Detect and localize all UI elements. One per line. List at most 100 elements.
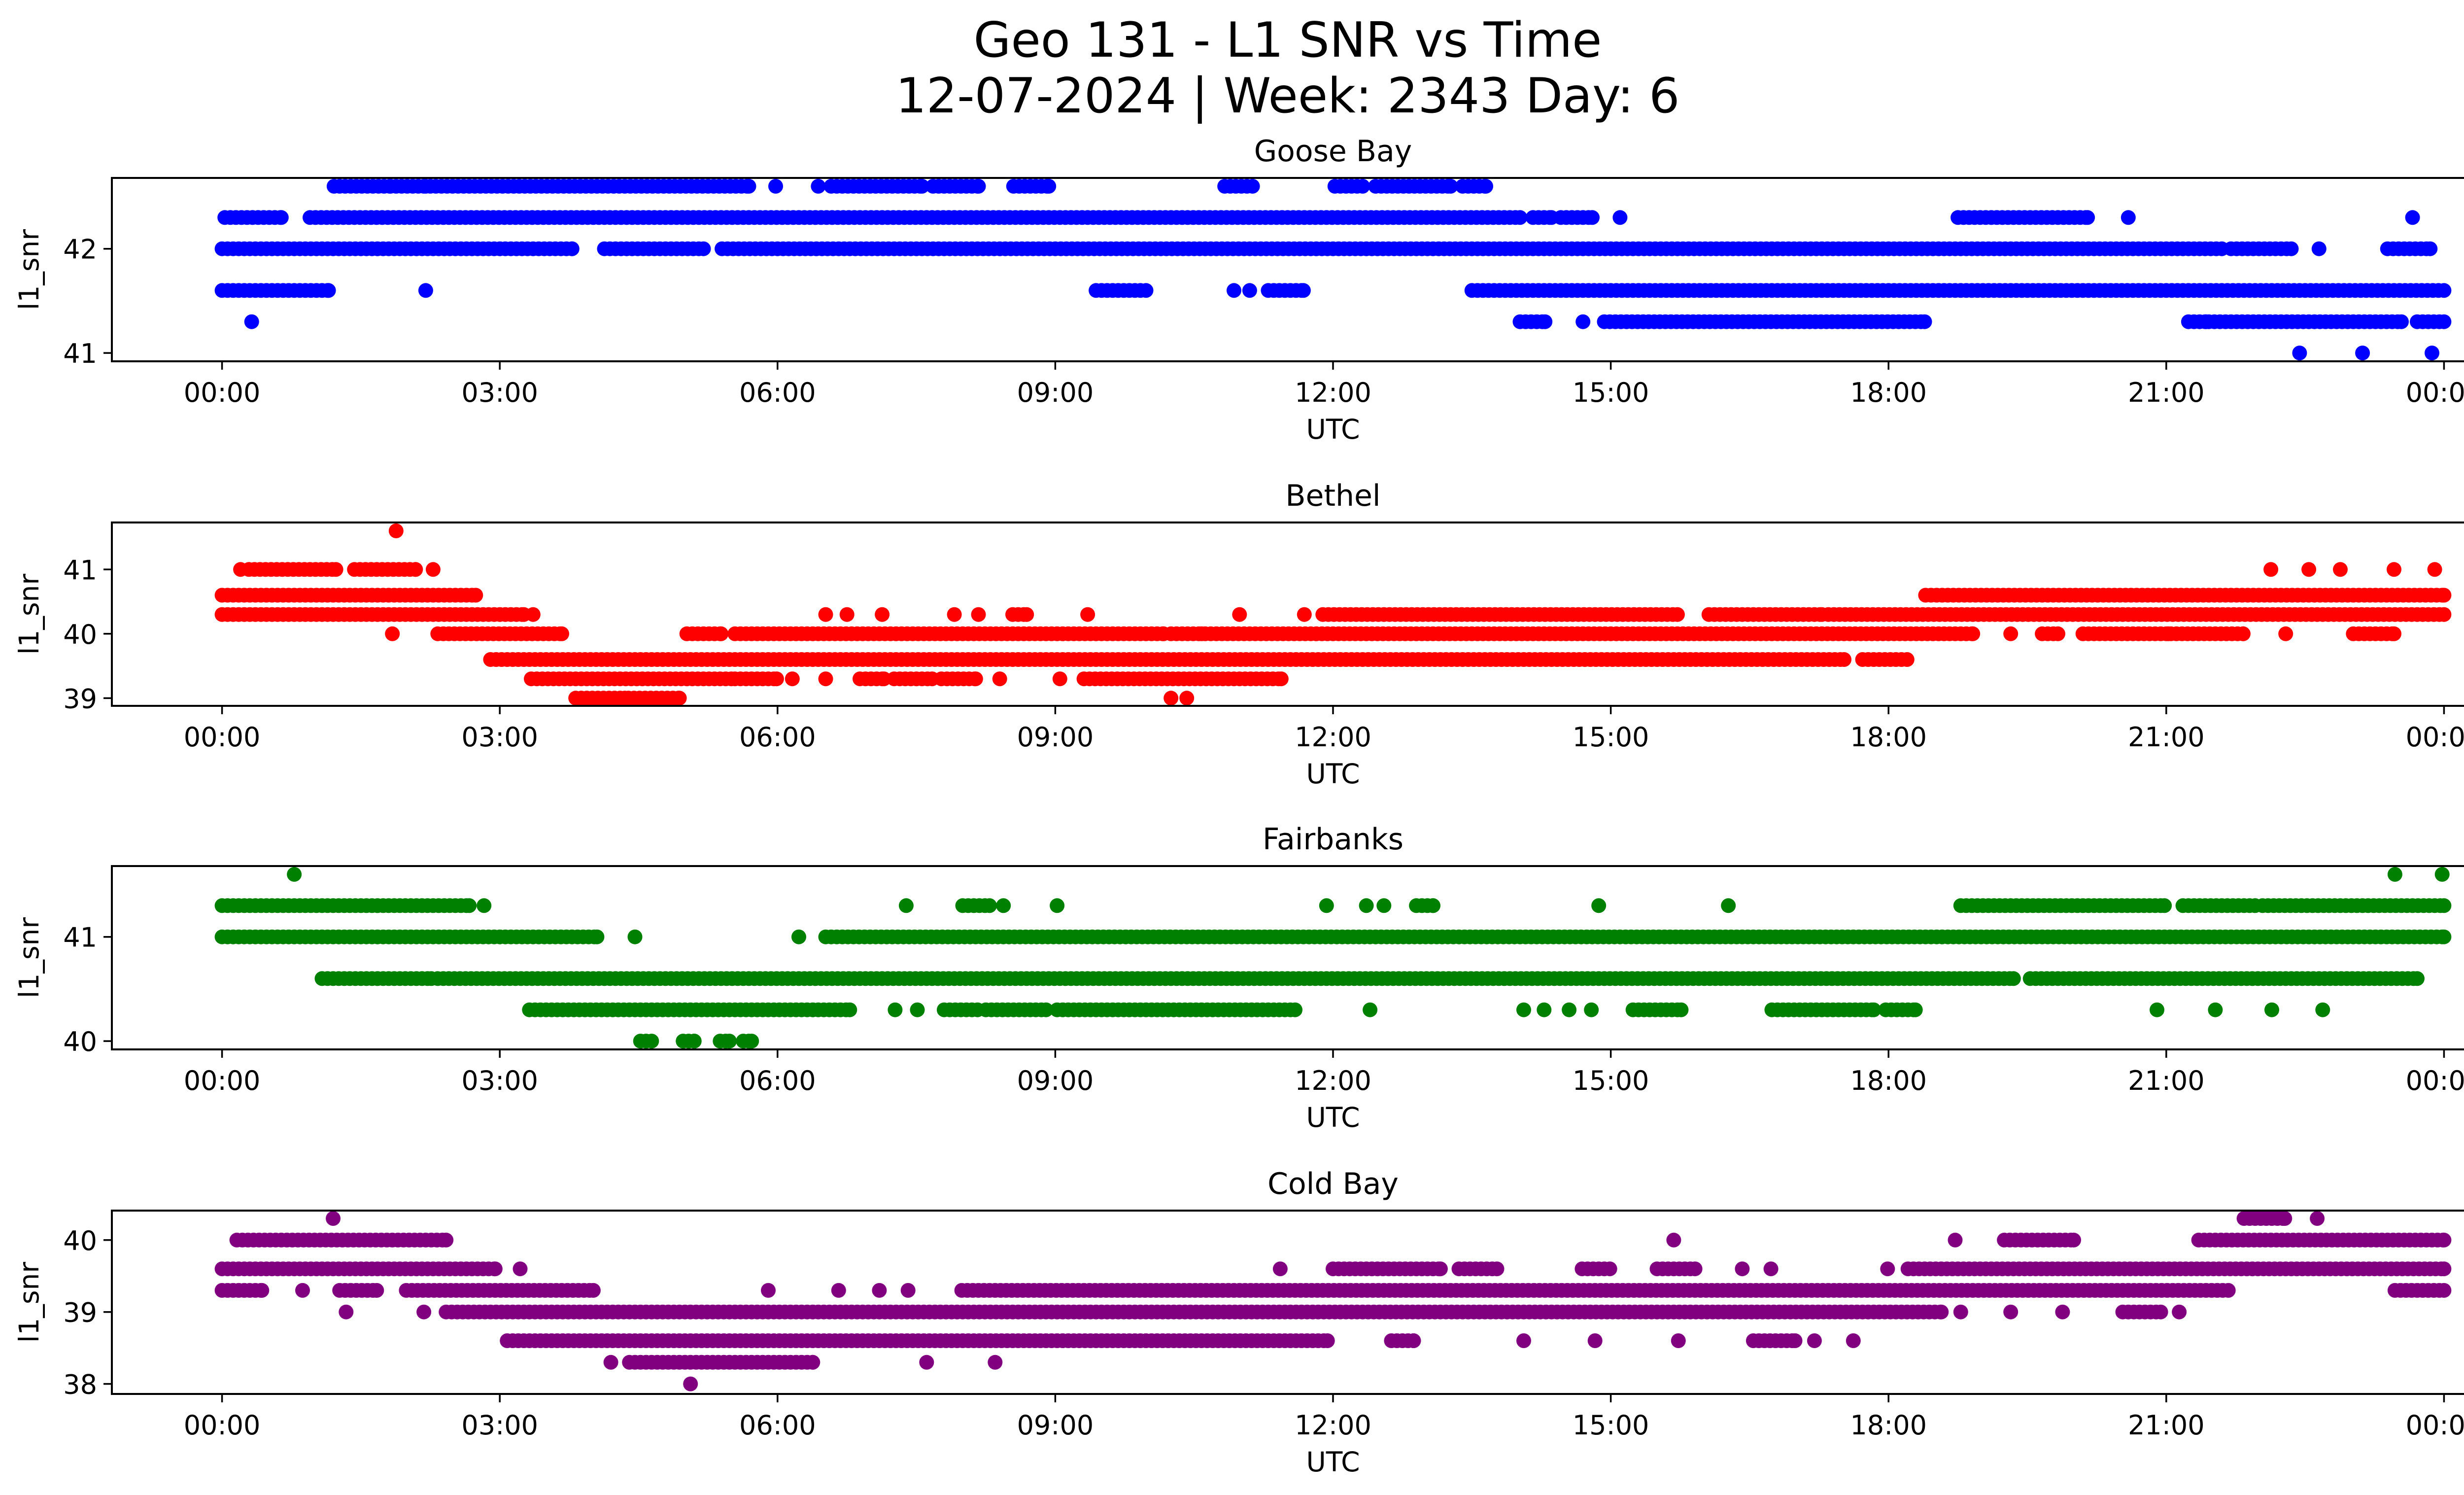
x-tick-label: 06:00 xyxy=(739,1410,816,1441)
data-point xyxy=(988,1355,1003,1370)
data-point xyxy=(2157,898,2172,913)
data-point xyxy=(468,588,483,603)
data-point xyxy=(875,607,890,622)
data-point xyxy=(1602,1261,1617,1277)
data-point xyxy=(274,210,289,225)
x-tick-label: 15:00 xyxy=(1573,722,1649,753)
y-axis-label: l1_snr xyxy=(13,1262,45,1343)
data-point xyxy=(1425,898,1440,913)
data-point xyxy=(1320,1333,1335,1348)
data-point xyxy=(1687,1261,1703,1277)
data-point xyxy=(914,178,929,194)
data-point xyxy=(888,1002,903,1017)
data-point xyxy=(982,898,997,913)
data-point xyxy=(1866,1002,1882,1017)
data-point xyxy=(2263,562,2279,577)
data-point xyxy=(900,1283,916,1298)
subplot-title: Bethel xyxy=(1285,479,1380,513)
x-tick-label: 03:00 xyxy=(461,722,538,753)
x-tick-label: 18:00 xyxy=(1850,722,1927,753)
data-point xyxy=(744,1034,759,1049)
data-point xyxy=(992,671,1007,687)
data-point xyxy=(2436,1283,2452,1298)
data-point xyxy=(2394,314,2409,329)
data-point xyxy=(1612,210,1628,225)
data-point xyxy=(2333,562,2348,577)
y-axis-label: l1_snr xyxy=(13,574,45,655)
x-tick-label: 12:00 xyxy=(1295,722,1371,753)
data-point xyxy=(1052,671,1067,687)
x-tick-label: 12:00 xyxy=(1295,1410,1371,1441)
x-tick-label: 12:00 xyxy=(1295,377,1371,408)
x-tick-label: 09:00 xyxy=(1017,377,1094,408)
x-tick-label: 18:00 xyxy=(1850,377,1927,408)
data-point xyxy=(1245,178,1260,194)
data-point xyxy=(2427,562,2442,577)
data-point xyxy=(1671,1333,1686,1348)
data-point xyxy=(2277,1211,2293,1226)
data-point xyxy=(385,626,400,641)
x-tick-label: 09:00 xyxy=(1017,1065,1094,1096)
data-point xyxy=(968,671,983,687)
data-point xyxy=(919,1355,934,1370)
data-point xyxy=(2121,210,2136,225)
data-point xyxy=(1584,1002,1599,1017)
data-point xyxy=(686,1034,702,1049)
data-point xyxy=(477,898,492,913)
data-point xyxy=(1948,1232,1963,1248)
data-point xyxy=(785,671,800,687)
data-point xyxy=(1242,283,1257,298)
data-point xyxy=(2436,607,2452,622)
data-point xyxy=(1763,1261,1779,1277)
data-point xyxy=(1735,1261,1750,1277)
data-point xyxy=(2278,626,2293,641)
x-tick-label: 00:00 xyxy=(2406,722,2464,753)
data-point xyxy=(971,607,986,622)
data-point xyxy=(2355,346,2370,361)
data-point xyxy=(388,523,404,538)
y-tick-label: 40 xyxy=(63,619,97,650)
data-point xyxy=(1837,652,1851,667)
data-point xyxy=(328,562,343,577)
x-tick-label: 00:00 xyxy=(184,1065,261,1096)
data-point xyxy=(2292,346,2307,361)
x-tick-label: 15:00 xyxy=(1573,377,1649,408)
data-point xyxy=(1080,607,1095,622)
y-tick-label: 39 xyxy=(63,1297,97,1328)
data-point xyxy=(1787,1333,1803,1348)
data-point xyxy=(2387,867,2402,882)
y-axis-label: l1_snr xyxy=(13,229,45,310)
data-point xyxy=(811,178,826,194)
data-point xyxy=(1179,691,1195,706)
data-point xyxy=(876,671,891,687)
data-point xyxy=(1232,607,1247,622)
data-point xyxy=(287,867,302,882)
x-tick-label: 06:00 xyxy=(739,377,816,408)
y-axis-label: l1_snr xyxy=(13,917,45,998)
y-tick-label: 41 xyxy=(63,555,97,586)
data-point xyxy=(898,898,914,913)
data-points xyxy=(214,178,2452,361)
y-tick-label: 41 xyxy=(63,338,97,369)
x-tick-label: 15:00 xyxy=(1573,1065,1649,1096)
x-tick-label: 00:00 xyxy=(2406,1065,2464,1096)
data-point xyxy=(2436,898,2452,913)
x-tick-label: 06:00 xyxy=(739,722,816,753)
data-point xyxy=(672,691,687,706)
x-axis-label: UTC xyxy=(1306,1102,1360,1133)
data-point xyxy=(818,671,833,687)
data-point xyxy=(2310,1211,2325,1226)
x-axis-label: UTC xyxy=(1306,1446,1360,1478)
data-point xyxy=(1917,314,1932,329)
data-point xyxy=(761,1283,776,1298)
x-tick-label: 00:00 xyxy=(184,1410,261,1441)
data-point xyxy=(1846,1333,1861,1348)
data-point xyxy=(418,283,433,298)
data-point xyxy=(1359,898,1374,913)
x-axis-label: UTC xyxy=(1306,758,1360,790)
data-point xyxy=(818,607,833,622)
data-point xyxy=(1227,283,1241,298)
